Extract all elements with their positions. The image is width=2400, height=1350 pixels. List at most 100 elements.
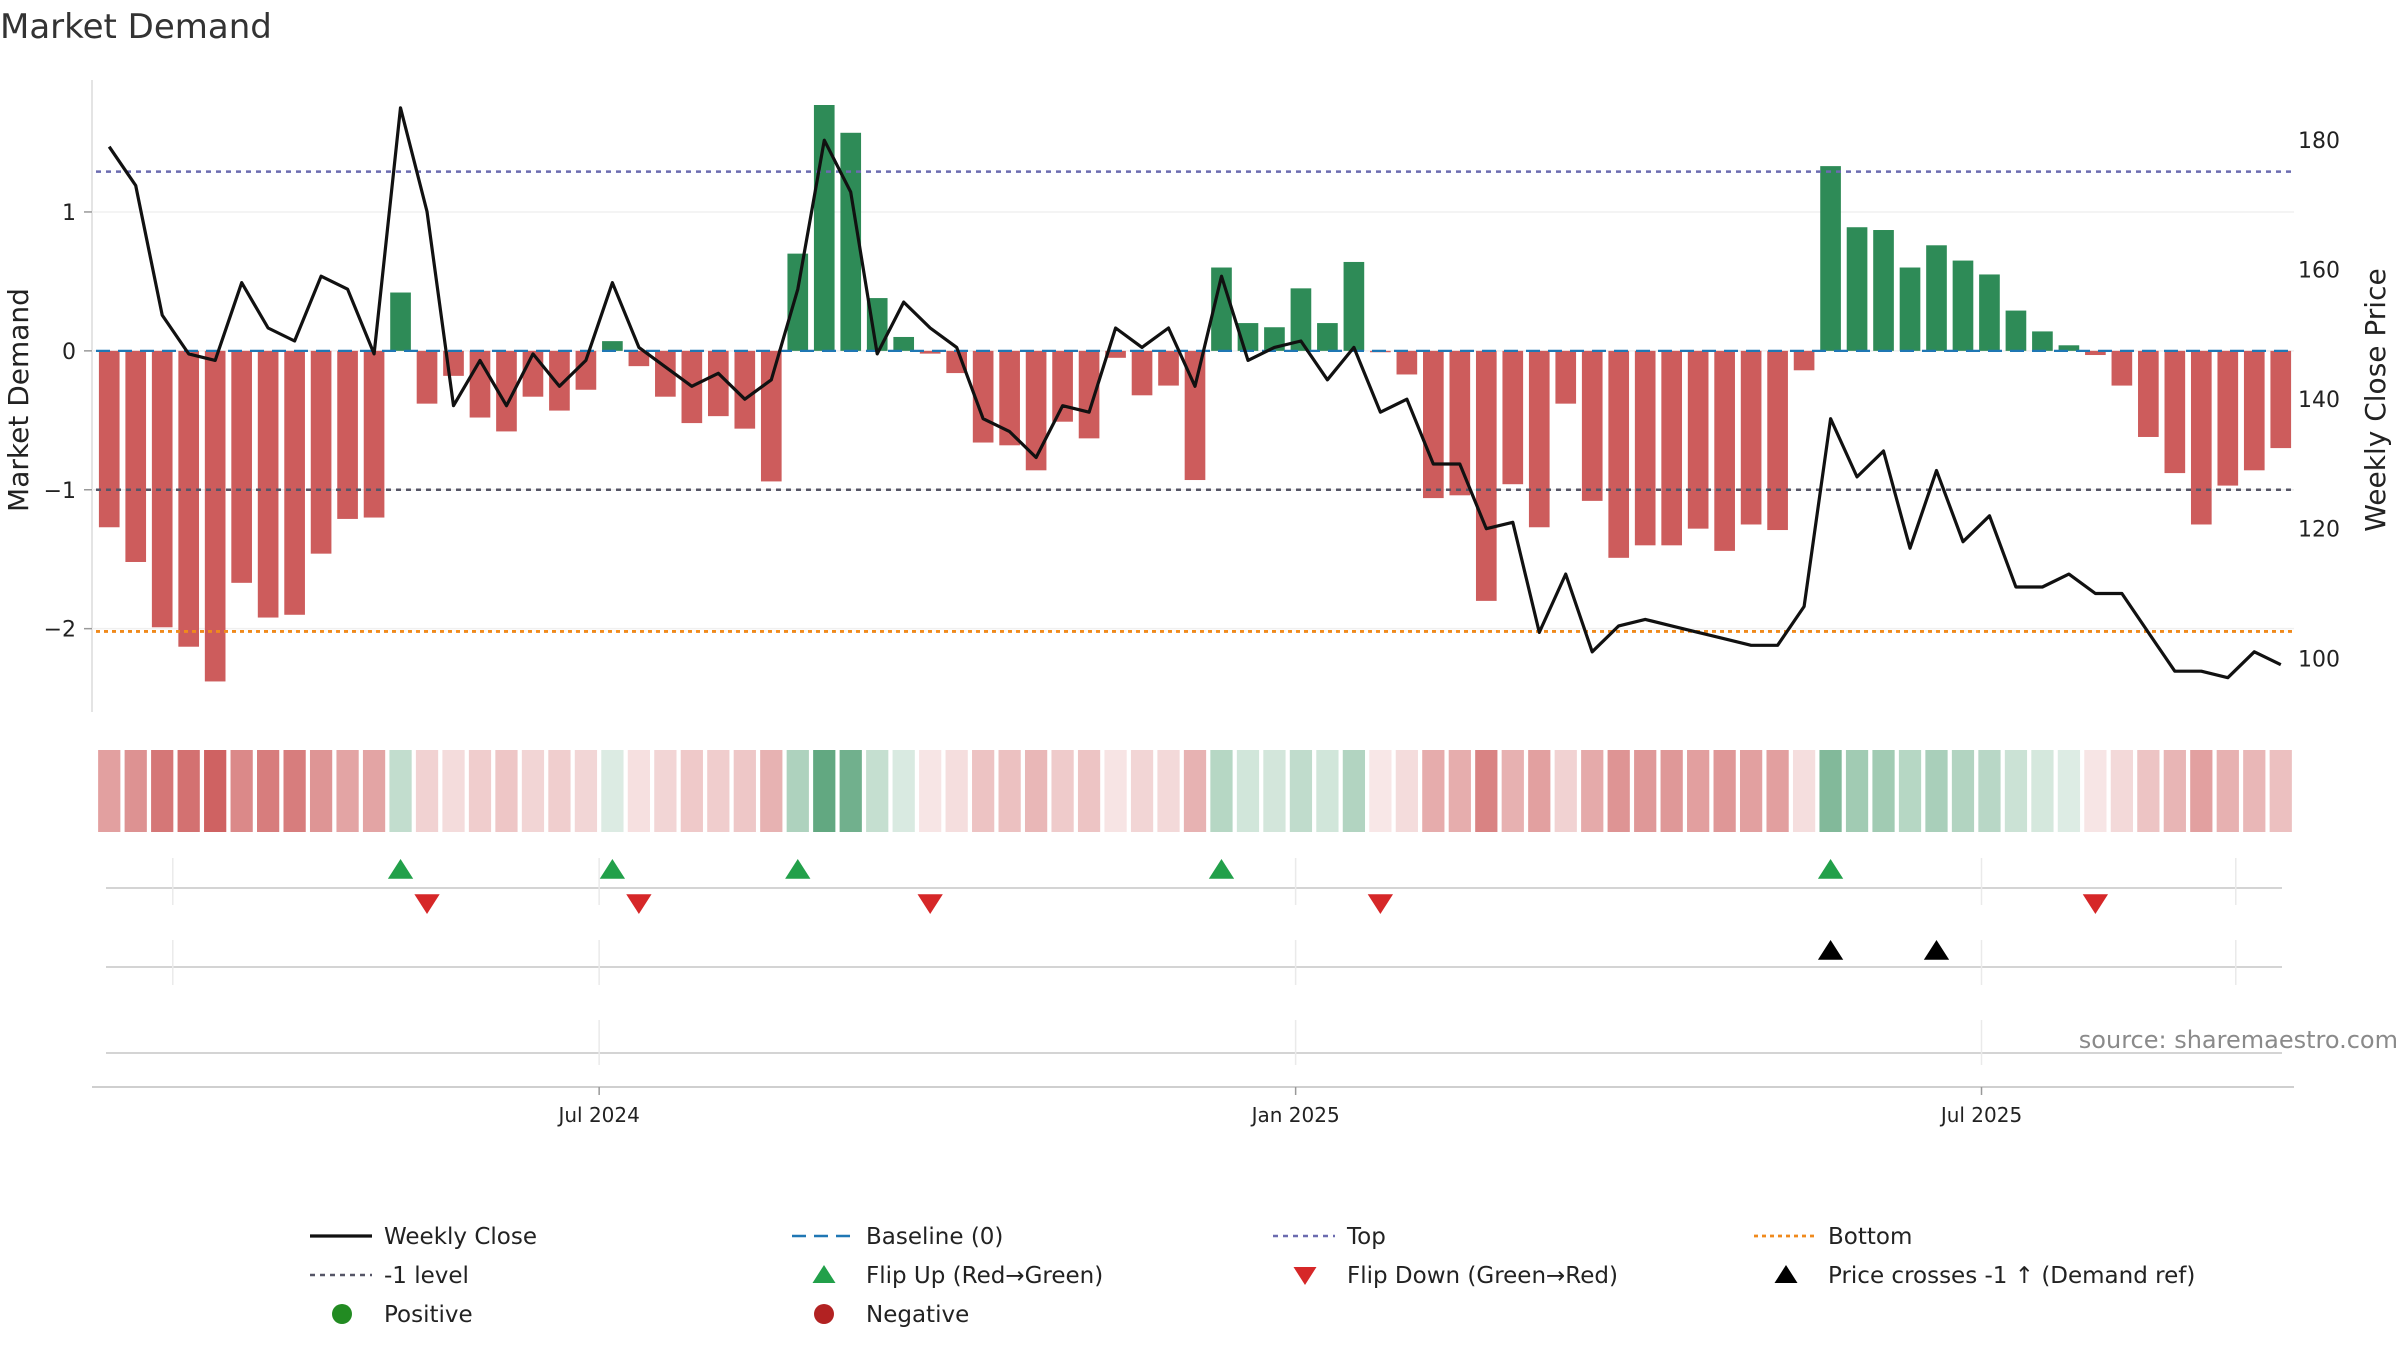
demand-heat-strip — [98, 750, 2292, 832]
demand-bar — [1873, 230, 1894, 351]
flip-down-marker — [1367, 894, 1394, 914]
demand-bar — [1105, 350, 1126, 358]
legend-label: Negative — [866, 1302, 969, 1328]
legend-label: Price crosses -1 ↑ (Demand ref) — [1828, 1263, 2195, 1289]
heat-cell — [204, 750, 227, 832]
heat-cell — [495, 750, 518, 832]
heat-cell — [2004, 750, 2028, 832]
demand-bar — [231, 350, 252, 583]
heat-cell — [760, 750, 783, 832]
heat-cell — [1528, 750, 1551, 832]
heat-cell — [177, 750, 200, 832]
demand-bar — [893, 336, 915, 351]
legend-swatch — [1293, 1267, 1317, 1285]
heat-cell — [733, 750, 756, 832]
demand-bar — [125, 350, 147, 562]
demand-bar — [178, 350, 200, 647]
legend-swatch — [814, 1304, 834, 1324]
demand-bar — [707, 350, 729, 417]
demand-bar — [575, 350, 597, 390]
demand-bar — [1078, 350, 1100, 439]
demand-bar — [1608, 350, 1630, 558]
heat-cell — [1342, 750, 1366, 832]
legend-label: Baseline (0) — [866, 1224, 1003, 1250]
price-cross-marker — [1817, 940, 1844, 960]
heat-cell — [707, 750, 730, 832]
demand-bar — [2164, 350, 2186, 474]
demand-bar — [2058, 345, 2080, 351]
heat-cell — [336, 750, 359, 832]
heat-cell — [1634, 750, 1657, 832]
demand-bar — [602, 341, 623, 351]
y-tick-label: −1 — [44, 479, 76, 504]
demand-bar — [363, 350, 385, 518]
heat-cell — [1369, 750, 1392, 832]
legend-label: Weekly Close — [384, 1224, 537, 1250]
demand-bar — [1317, 323, 1338, 351]
heat-cell — [1872, 750, 1895, 832]
demand-bar — [1502, 350, 1524, 485]
heat-cell — [972, 750, 995, 832]
demand-bar — [1952, 260, 1974, 351]
demand-bar — [151, 350, 173, 628]
heat-cell — [919, 750, 942, 832]
demand-bar — [1131, 350, 1153, 396]
heat-cell — [998, 750, 1021, 832]
flip-up-marker — [1208, 859, 1235, 879]
heat-cell — [2269, 750, 2292, 832]
demand-bar — [549, 350, 570, 411]
demand-bar — [1740, 350, 1762, 525]
heat-cell — [1951, 750, 1975, 832]
demand-bar — [390, 292, 411, 351]
flip-down-marker — [626, 894, 652, 914]
chart-title: Market Demand — [0, 7, 272, 47]
heat-cell — [839, 750, 862, 832]
demand-bar — [1979, 274, 2000, 351]
heat-cell — [1289, 750, 1313, 832]
reference-lines — [96, 170, 2294, 633]
demand-bar — [257, 350, 279, 618]
demand-bar — [999, 350, 1020, 446]
heat-cell — [1819, 750, 1842, 832]
legend: Weekly Close Baseline (0) Top Bottom -1 leve… — [310, 1224, 2195, 1328]
heat-cell — [945, 750, 968, 832]
demand-bar — [496, 350, 517, 432]
heat-cell — [601, 750, 624, 832]
heat-cell — [813, 750, 836, 832]
heat-cell — [1183, 750, 1207, 832]
demand-bar — [1528, 350, 1550, 528]
demand-bars — [98, 105, 2292, 682]
demand-bar — [337, 350, 358, 519]
heat-cell — [2031, 750, 2054, 832]
demand-bar — [946, 350, 967, 374]
y-tick-label: 0 — [62, 340, 76, 365]
event-markers — [106, 858, 2282, 1285]
demand-bar — [204, 350, 226, 682]
demand-bar — [840, 132, 862, 351]
heat-cell — [2190, 750, 2213, 832]
demand-bar — [734, 350, 756, 429]
demand-bar — [1793, 350, 1815, 371]
price-line-layer — [107, 106, 2282, 680]
heat-cell — [680, 750, 703, 832]
heat-cell — [1210, 750, 1233, 832]
heat-cell — [257, 750, 280, 832]
y2-axis-label: Weekly Close Price — [2359, 268, 2392, 531]
demand-bar — [98, 350, 120, 528]
demand-bar — [2005, 310, 2027, 351]
heat-cell — [1130, 750, 1154, 832]
heat-cell — [1898, 750, 1922, 832]
demand-bar — [1184, 350, 1206, 481]
heat-cell — [1978, 750, 2001, 832]
y2-tick-label: 180 — [2298, 129, 2340, 154]
demand-bar — [1449, 350, 1471, 496]
heat-cell — [1792, 750, 1816, 832]
demand-bar — [1158, 350, 1179, 386]
legend-label: Top — [1346, 1224, 1386, 1250]
flip-up-marker — [387, 859, 414, 879]
y2-tick-label: 100 — [2298, 647, 2340, 672]
demand-bar — [1475, 350, 1497, 601]
heat-cell — [521, 750, 545, 832]
demand-bar — [284, 350, 305, 615]
